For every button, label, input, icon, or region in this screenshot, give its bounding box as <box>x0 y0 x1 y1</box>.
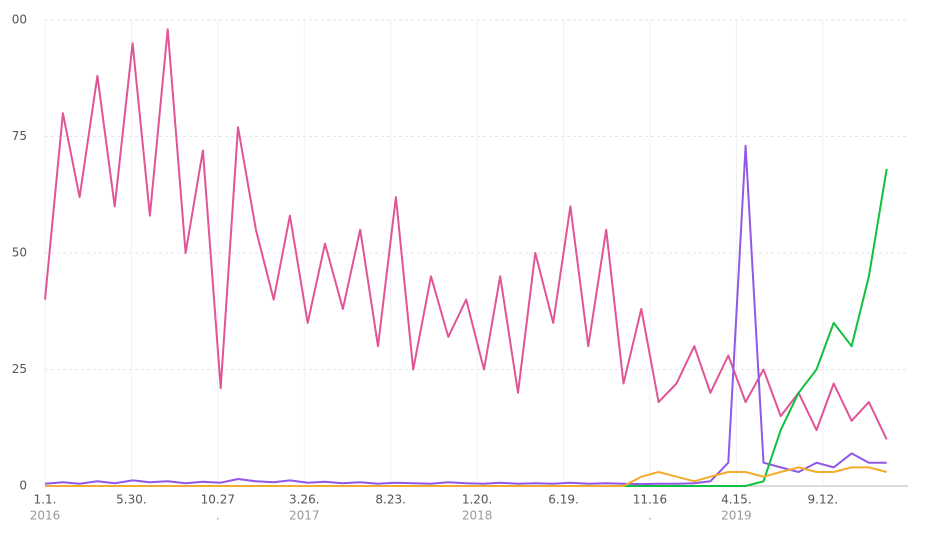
x-tick-label: 4.15. <box>721 493 752 507</box>
x-tick-sublabel: 2018 <box>462 509 493 523</box>
x-tick-sublabel: 2016 <box>30 509 61 523</box>
x-tick-label: 5.30. <box>116 493 147 507</box>
y-tick-label: 0 <box>19 479 27 493</box>
x-tick-label: 11.16 <box>633 493 667 507</box>
y-tick-label: 50 <box>12 246 27 260</box>
y-tick-label: 75 <box>12 129 27 143</box>
x-tick-label: 9.12. <box>808 493 839 507</box>
x-tick-label: 6.19. <box>548 493 579 507</box>
x-tick-label: 10.27 <box>201 493 235 507</box>
x-tick-sublabel: 2019 <box>721 509 752 523</box>
y-tick-label: 25 <box>12 362 27 376</box>
x-tick-sublabel: . <box>648 509 652 523</box>
series-line <box>44 144 887 486</box>
x-tick-label: 1.20. <box>462 493 493 507</box>
series-line <box>45 466 887 487</box>
x-tick-label: 8.23. <box>375 493 406 507</box>
series-line <box>45 168 888 487</box>
series-line <box>44 28 888 440</box>
x-tick-sublabel: 2017 <box>289 509 320 523</box>
y-tick-label: 00 <box>12 13 27 27</box>
x-tick-sublabel: . <box>216 509 220 523</box>
x-tick-label: 1.1. <box>34 493 57 507</box>
x-tick-label: 3.26. <box>289 493 320 507</box>
